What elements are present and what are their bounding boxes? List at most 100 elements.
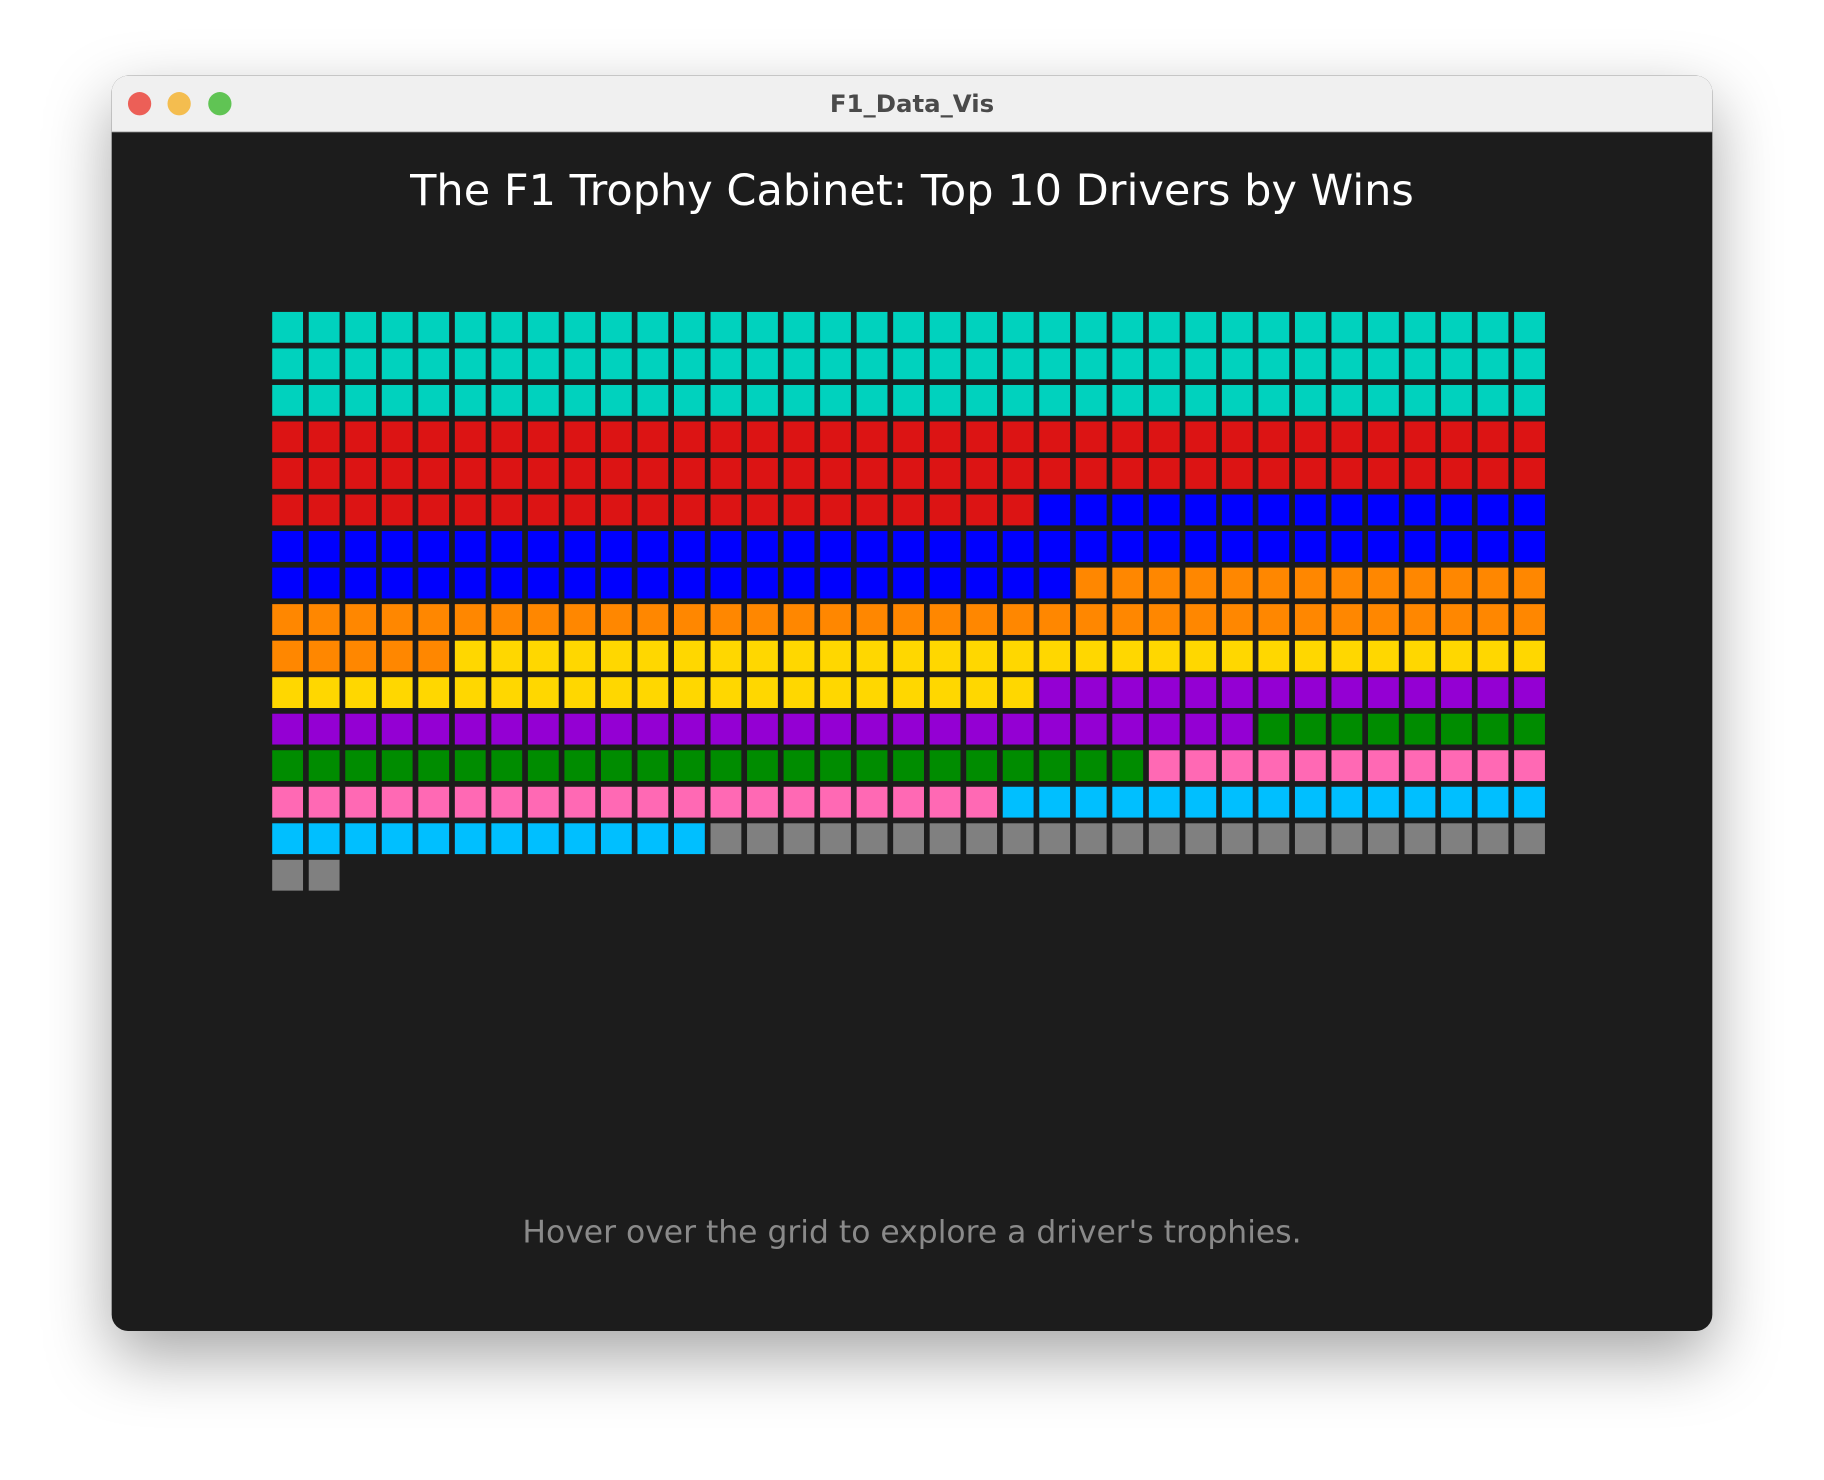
waffle-cell[interactable] [491,713,523,745]
waffle-cell[interactable] [454,567,486,599]
waffle-cell[interactable] [1075,640,1107,672]
waffle-cell[interactable] [673,531,705,562]
waffle-cell[interactable] [418,531,450,562]
waffle-cell[interactable] [1441,311,1472,343]
waffle-cell[interactable] [491,421,523,453]
waffle-cell[interactable] [1148,348,1180,380]
waffle-cell[interactable] [1221,494,1253,526]
waffle-cell[interactable] [637,531,669,562]
waffle-cell[interactable] [491,494,523,526]
waffle-cell[interactable] [1002,750,1034,782]
waffle-cell[interactable] [673,567,705,599]
waffle-cell[interactable] [1112,677,1144,709]
waffle-cell[interactable] [491,750,523,782]
waffle-cell[interactable] [1221,567,1253,599]
waffle-cell[interactable] [893,750,924,782]
waffle-cell[interactable] [1148,311,1180,343]
waffle-cell[interactable] [1514,640,1545,672]
waffle-cell[interactable] [783,677,815,709]
waffle-cell[interactable] [1514,311,1545,343]
waffle-cell[interactable] [1331,750,1363,782]
waffle-cell[interactable] [1258,786,1290,818]
waffle-cell[interactable] [1294,677,1326,709]
waffle-cell[interactable] [820,604,851,635]
waffle-cell[interactable] [1075,823,1107,855]
waffle-cell[interactable] [1514,421,1545,453]
waffle-cell[interactable] [1477,311,1509,343]
waffle-cell[interactable] [747,713,778,745]
waffle-cell[interactable] [1331,677,1363,709]
waffle-cell[interactable] [783,823,815,855]
waffle-cell[interactable] [564,458,596,489]
waffle-cell[interactable] [1404,311,1436,343]
waffle-cell[interactable] [454,384,486,416]
waffle-cell[interactable] [308,640,340,672]
waffle-cell[interactable] [454,311,486,343]
waffle-cell[interactable] [600,458,632,489]
waffle-cell[interactable] [1148,384,1180,416]
waffle-cell[interactable] [381,494,413,526]
waffle-cell[interactable] [1477,786,1509,818]
waffle-cell[interactable] [1441,567,1472,599]
waffle-cell[interactable] [600,823,632,855]
waffle-cell[interactable] [1258,384,1290,416]
waffle-cell[interactable] [710,311,742,343]
waffle-cell[interactable] [272,713,304,745]
waffle-cell[interactable] [1148,823,1180,855]
waffle-cell[interactable] [929,713,961,745]
waffle-cell[interactable] [1441,384,1472,416]
waffle-cell[interactable] [1441,823,1472,855]
waffle-cell[interactable] [564,677,596,709]
minimize-button[interactable] [167,92,191,116]
waffle-cell[interactable] [1075,713,1107,745]
waffle-cell[interactable] [893,677,924,709]
waffle-cell[interactable] [1368,786,1399,818]
waffle-cell[interactable] [820,750,851,782]
waffle-cell[interactable] [1112,713,1144,745]
waffle-cell[interactable] [527,421,559,453]
waffle-cell[interactable] [747,750,778,782]
waffle-cell[interactable] [783,713,815,745]
waffle-cell[interactable] [673,713,705,745]
waffle-cell[interactable] [820,677,851,709]
waffle-cell[interactable] [929,604,961,635]
waffle-cell[interactable] [381,567,413,599]
waffle-cell[interactable] [491,531,523,562]
waffle-cell[interactable] [1477,713,1509,745]
waffle-cell[interactable] [527,494,559,526]
waffle-cell[interactable] [856,311,888,343]
waffle-cell[interactable] [1112,823,1144,855]
waffle-cell[interactable] [418,567,450,599]
waffle-cell[interactable] [454,531,486,562]
waffle-cell[interactable] [1112,458,1144,489]
waffle-cell[interactable] [1441,421,1472,453]
waffle-cell[interactable] [673,384,705,416]
waffle-cell[interactable] [272,311,304,343]
waffle-cell[interactable] [600,786,632,818]
waffle-cell[interactable] [710,458,742,489]
waffle-cell[interactable] [1148,458,1180,489]
close-button[interactable] [127,92,152,116]
waffle-cell[interactable] [381,604,413,635]
waffle-cell[interactable] [1185,458,1217,489]
waffle-cell[interactable] [1404,786,1436,818]
waffle-cell[interactable] [929,567,961,599]
waffle-cell[interactable] [1185,713,1217,745]
waffle-cell[interactable] [1368,348,1399,380]
waffle-cell[interactable] [345,567,377,599]
waffle-cell[interactable] [527,750,559,782]
waffle-cell[interactable] [1039,713,1071,745]
waffle-cell[interactable] [966,713,998,745]
waffle-cell[interactable] [1258,604,1290,635]
waffle-cell[interactable] [491,348,523,380]
waffle-cell[interactable] [673,750,705,782]
waffle-cell[interactable] [600,348,632,380]
waffle-cell[interactable] [381,786,413,818]
waffle-cell[interactable] [747,421,778,453]
waffle-cell[interactable] [747,458,778,489]
waffle-cell[interactable] [783,786,815,818]
waffle-cell[interactable] [1148,494,1180,526]
waffle-cell[interactable] [1514,348,1545,380]
waffle-cell[interactable] [893,531,924,562]
waffle-cell[interactable] [1112,531,1144,562]
